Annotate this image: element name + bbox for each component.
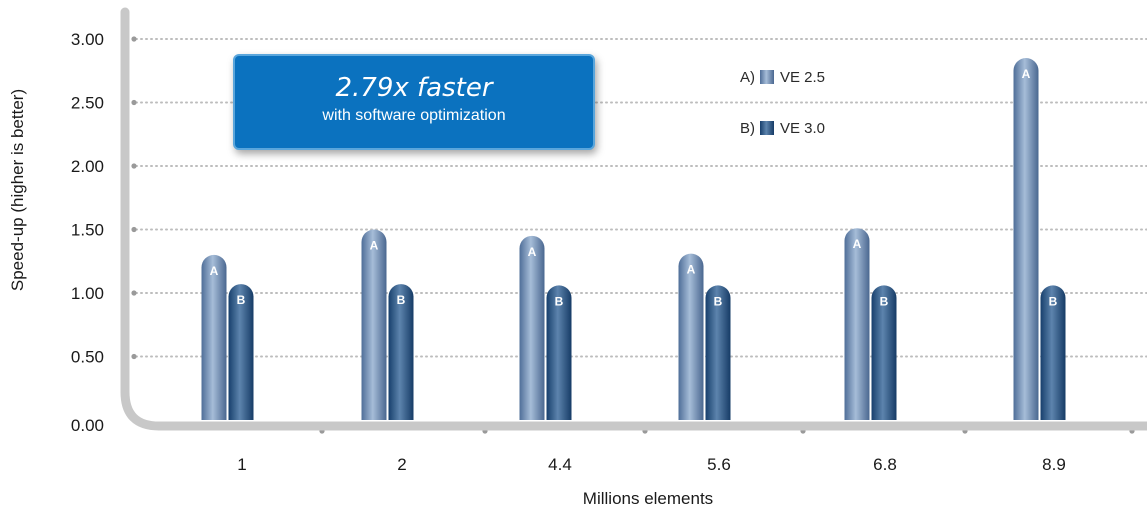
y-axis-title: Speed-up (higher is better)	[8, 89, 27, 291]
bar-marker-label: B	[397, 293, 406, 307]
y-tick-label: 2.00	[71, 157, 104, 176]
bar-base-square	[201, 406, 227, 420]
bar-ve25	[201, 254, 227, 420]
bar-ve25	[519, 235, 545, 420]
bar-ve25	[678, 253, 704, 420]
bar-base-square	[546, 406, 572, 420]
callout-subtext: with software optimization	[322, 107, 506, 124]
bar-marker-label: A	[853, 237, 862, 251]
bar-marker-label: B	[880, 294, 889, 308]
bar-ve30	[228, 284, 254, 420]
axis-frame	[120, 7, 1147, 431]
bar-ve30	[1040, 285, 1066, 420]
y-tick-label: 2.50	[71, 94, 104, 113]
bar-ve25	[1013, 58, 1039, 421]
legend: A) VE 2.5 B) VE 3.0	[740, 69, 825, 137]
bar-marker-label: B	[1049, 294, 1058, 308]
bar-ve30	[546, 285, 572, 420]
bar-base-square	[844, 406, 870, 420]
speedup-callout: 2.79x faster with software optimization	[233, 54, 595, 150]
bar-ve30	[705, 285, 731, 420]
bar-marker-label: A	[687, 263, 696, 277]
bar-base-square	[871, 406, 897, 420]
x-tick-label: 5.6	[707, 455, 731, 474]
y-tick-label: 0.50	[71, 348, 104, 367]
axis-tick-dot	[131, 226, 137, 233]
y-tick-label: 3.00	[71, 30, 104, 49]
legend-a-swatch	[760, 70, 774, 84]
x-tick-label: 2	[397, 455, 406, 474]
bar-marker-label: A	[528, 245, 537, 259]
x-axis-title: Millions elements	[583, 489, 713, 508]
legend-a-prefix: A)	[740, 69, 755, 86]
legend-a-label: VE 2.5	[780, 69, 825, 86]
bar-marker-label: B	[555, 294, 564, 308]
bar-base-square	[1040, 406, 1066, 420]
legend-b-label: VE 3.0	[780, 120, 825, 137]
y-tick-label: 1.00	[71, 284, 104, 303]
x-tick-label: 8.9	[1042, 455, 1066, 474]
bar-marker-label: B	[714, 294, 723, 308]
bar-base-square	[705, 406, 731, 420]
bar-base-square	[388, 406, 414, 420]
bar-marker-label: B	[237, 293, 246, 307]
x-tick-labels: 1 2 4.4 5.6 6.8 8.9	[237, 455, 1066, 474]
bar-base-square	[1013, 406, 1039, 420]
x-tick-label: 6.8	[873, 455, 897, 474]
bar-ve25	[361, 229, 387, 420]
legend-b-prefix: B)	[740, 120, 755, 137]
bar-marker-label: A	[370, 239, 379, 253]
bar-base-square	[678, 406, 704, 420]
bar-marker-label: A	[210, 264, 219, 278]
x-tick-label: 1	[237, 455, 246, 474]
bar-base-square	[228, 406, 254, 420]
legend-b-swatch	[760, 121, 774, 135]
axis-tick-dot	[131, 163, 137, 169]
bar-ve30	[388, 284, 414, 420]
bar-marker-label: A	[1022, 67, 1031, 81]
axis-tick-dot	[131, 353, 137, 360]
x-tick-label: 4.4	[548, 455, 572, 474]
y-tick-label: 1.50	[71, 221, 104, 240]
bar-ve30	[871, 285, 897, 420]
callout-headline: 2.79x faster	[335, 73, 493, 103]
axis-tick-dot	[131, 99, 137, 106]
axis-tick-dot	[131, 290, 137, 296]
bars: A B A B A B A B A B A B	[201, 58, 1066, 421]
bar-ve25	[844, 228, 870, 420]
bar-base-square	[519, 406, 545, 420]
y-tick-label: 0.00	[71, 416, 104, 435]
axis-tick-dot	[131, 36, 137, 42]
y-tick-labels: 0.00 0.50 1.00 1.50 2.00 2.50 3.00	[71, 30, 104, 435]
bar-base-square	[361, 406, 387, 420]
